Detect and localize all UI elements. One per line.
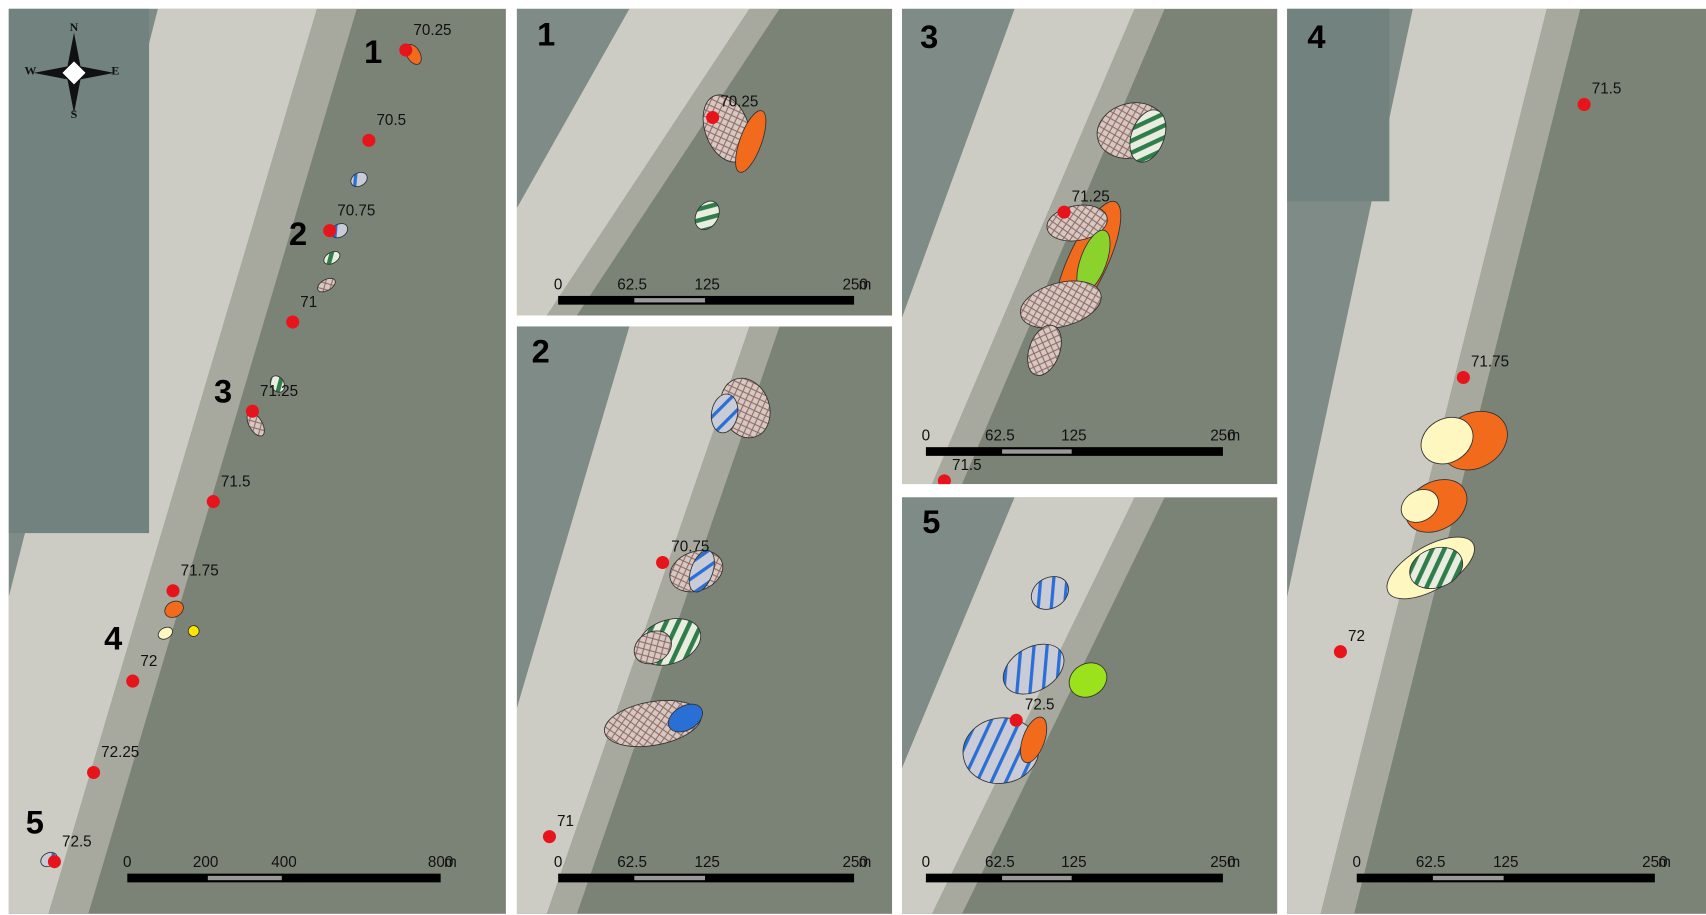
survey-point <box>207 495 220 508</box>
survey-point <box>48 855 61 868</box>
scale-bar <box>1357 874 1655 883</box>
scale-label: 62.5 <box>985 428 1015 445</box>
scale-label: m <box>859 276 872 293</box>
site-label: 5 <box>26 803 44 840</box>
point-label: 72.25 <box>101 744 139 761</box>
compass-label: N <box>70 20 79 34</box>
point-label: 72 <box>1348 628 1365 645</box>
survey-point <box>706 111 719 124</box>
point-label: 71.75 <box>1471 354 1509 371</box>
compass-label: S <box>71 107 78 121</box>
panel-label: 5 <box>922 503 940 540</box>
scale-bar-segment <box>1002 449 1072 453</box>
survey-point <box>362 134 375 147</box>
point-label: 71 <box>557 813 574 830</box>
scale-bar <box>926 447 1223 456</box>
scale-bar-segment <box>634 876 705 880</box>
point-label: 72 <box>140 653 157 670</box>
map-panel: 170.25062.5125250m <box>517 9 892 316</box>
survey-point <box>543 830 556 843</box>
scale-bar-segment <box>634 298 705 302</box>
scale-label: 125 <box>1061 428 1086 445</box>
survey-point <box>938 474 951 487</box>
water-inset <box>1287 9 1389 202</box>
point-label: 72.5 <box>62 833 92 850</box>
map-figure: 70.25 70.5 70.75 71 71.25 71.5 71.75 72 72.25 72.… <box>0 0 1706 915</box>
scale-label: m <box>1227 854 1240 871</box>
panel-label: 1 <box>537 16 555 53</box>
compass-label: W <box>25 64 37 78</box>
point-label: 70.25 <box>413 22 451 39</box>
survey-point <box>1058 206 1071 219</box>
survey-point <box>399 44 412 57</box>
survey-point <box>1457 371 1470 384</box>
scale-label: 62.5 <box>617 854 647 871</box>
scale-label: 62.5 <box>617 276 647 293</box>
scale-label: 0 <box>554 276 562 293</box>
point-label: 71.25 <box>1072 188 1110 205</box>
panel-label: 2 <box>532 332 550 369</box>
survey-point <box>656 556 669 569</box>
survey-point <box>1010 714 1023 727</box>
panel-label: 3 <box>920 18 938 55</box>
scale-label: 62.5 <box>985 854 1015 871</box>
scale-label: 125 <box>1061 854 1086 871</box>
point-label: 71.5 <box>1592 81 1622 98</box>
scale-label: 0 <box>922 854 930 871</box>
scale-label: m <box>1658 854 1671 871</box>
scale-label: 0 <box>554 854 562 871</box>
survey-point <box>126 675 139 688</box>
scale-label: 125 <box>695 854 720 871</box>
panel-label: 4 <box>1307 18 1325 55</box>
scale-label: 62.5 <box>1416 854 1446 871</box>
map-panel: 572.5062.5125250m <box>902 497 1277 914</box>
scale-label: 0 <box>123 854 131 871</box>
scale-label: m <box>859 854 872 871</box>
point-label: 70.5 <box>376 112 406 129</box>
site-label: 2 <box>289 215 307 252</box>
scale-label: 125 <box>1493 854 1518 871</box>
scale-bar-segment <box>1433 876 1504 880</box>
point-label: 71.5 <box>952 457 982 474</box>
scale-label: m <box>444 854 457 871</box>
scale-label: 0 <box>1353 854 1361 871</box>
survey-point <box>1578 98 1591 111</box>
survey-point <box>286 316 299 329</box>
point-label: 71 <box>300 294 317 311</box>
scale-bar-segment <box>1002 876 1072 880</box>
point-label: 71.25 <box>260 383 298 400</box>
scale-label: m <box>1227 428 1240 445</box>
point-label: 71.5 <box>221 473 251 490</box>
scale-label: 125 <box>695 276 720 293</box>
scale-bar <box>127 874 440 883</box>
scale-label: 0 <box>922 428 930 445</box>
scale-bar <box>558 874 854 883</box>
point-label: 70.75 <box>671 539 709 556</box>
point-label: 70.25 <box>720 94 758 111</box>
site-label: 4 <box>104 620 122 657</box>
site-label: 1 <box>364 33 382 70</box>
scale-label: 400 <box>271 854 296 871</box>
survey-point <box>323 224 336 237</box>
survey-point <box>246 405 259 418</box>
page: {"overview":{"compass":{"n":"N","s":"S",… <box>0 0 1706 915</box>
compass-label: E <box>111 64 119 78</box>
point-label: 71.75 <box>181 563 219 580</box>
point-label: 70.75 <box>337 202 375 219</box>
survey-point <box>87 766 100 779</box>
point-label: 72.5 <box>1025 696 1055 713</box>
scale-bar <box>558 296 854 305</box>
scale-bar <box>926 874 1223 883</box>
scale-label: 200 <box>193 854 218 871</box>
map-panel: 70.25 70.5 70.75 71 71.25 71.5 71.75 72 72.25 72.… <box>9 9 506 914</box>
survey-point <box>166 584 179 597</box>
survey-point <box>1334 645 1347 658</box>
site-label: 3 <box>214 373 232 410</box>
scale-bar-segment <box>208 876 282 880</box>
